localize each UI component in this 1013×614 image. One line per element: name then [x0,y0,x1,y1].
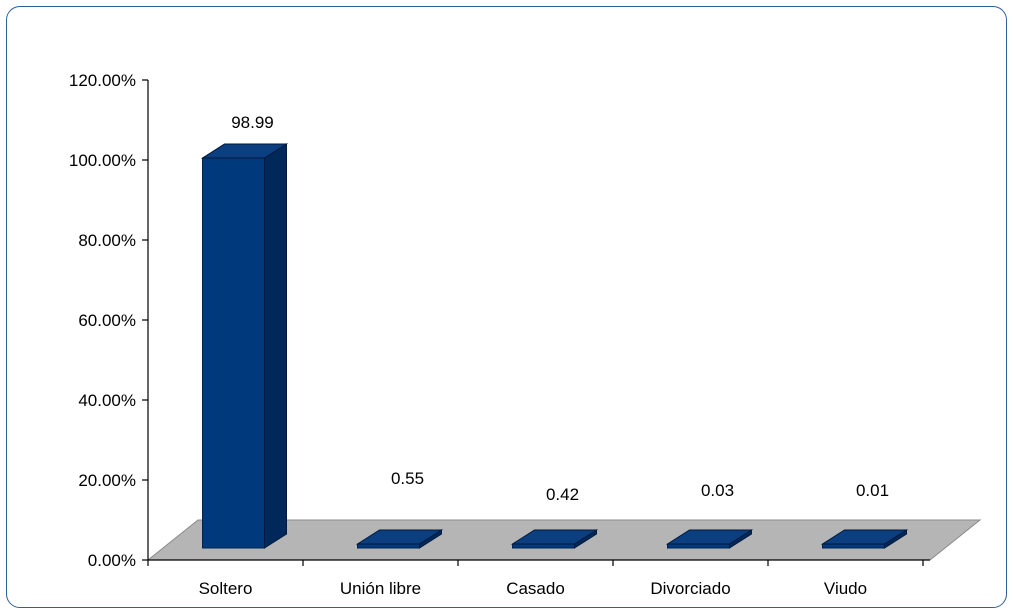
bar-1 [355,529,444,549]
x-category-label: Soltero [199,579,253,598]
bar-side [264,143,287,549]
bar-top [510,529,599,545]
x-category-label: Viudo [824,579,867,598]
bar-top [355,529,444,545]
bar-value-label: 98.99 [231,113,274,132]
y-tick-label: 20.00% [78,471,136,490]
y-tick-label: 120.00% [69,71,136,90]
bar-value-label: 0.03 [701,481,734,500]
x-category-label: Unión libre [340,579,421,598]
y-tick-label: 100.00% [69,151,136,170]
y-tick-label: 80.00% [78,231,136,250]
bar-value-label: 0.01 [856,481,889,500]
bar-0 [200,143,289,549]
bar-front [357,543,420,549]
bar-value-label: 0.42 [546,485,579,504]
bar-top [820,529,909,545]
bar-front [202,157,265,549]
bar-value-label: 0.55 [391,469,424,488]
x-category-label: Divorciado [650,579,730,598]
chart-frame [6,6,1007,608]
bar-2 [510,529,599,549]
x-category-label: Casado [506,579,565,598]
bar-front [667,543,730,549]
bar-front [822,543,885,549]
y-tick-label: 60.00% [78,311,136,330]
y-tick-label: 40.00% [78,391,136,410]
bar-front [512,543,575,549]
bar-4 [820,529,909,549]
y-tick-label: 0.00% [88,551,136,570]
bar-3 [665,529,754,549]
bar-top [200,143,289,159]
bar-top [665,529,754,545]
